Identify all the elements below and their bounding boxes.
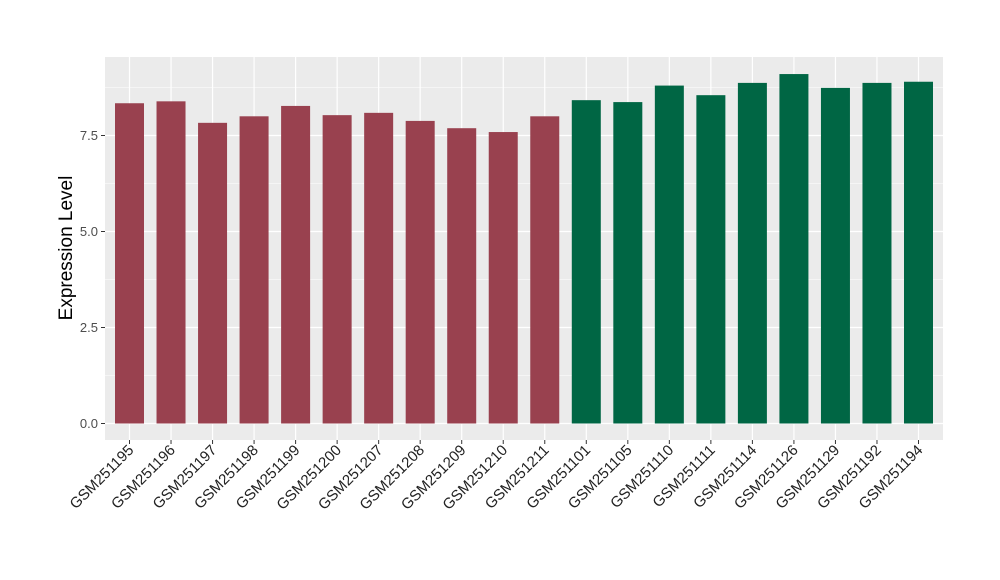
bar-GSM251208	[405, 120, 435, 424]
bar-GSM251129	[820, 87, 850, 424]
bars	[115, 74, 933, 424]
bar-GSM251200	[322, 115, 352, 424]
y-axis: 0.0 2.5 5.0 7.5	[80, 128, 105, 431]
bar-GSM251110	[654, 85, 684, 424]
bar-GSM251210	[488, 132, 518, 424]
bar-GSM251101	[571, 100, 601, 424]
bar-GSM251199	[281, 105, 311, 424]
y-tick-label: 0.0	[80, 416, 98, 431]
bar-GSM251194	[904, 81, 933, 424]
bar-GSM251105	[613, 102, 643, 424]
x-axis: GSM251195GSM251196GSM251197GSM251198GSM2…	[67, 440, 926, 513]
bar-GSM251114	[737, 82, 767, 424]
bar-GSM251126	[779, 74, 809, 424]
bar-GSM251195	[115, 103, 144, 424]
bar-GSM251198	[239, 116, 269, 424]
y-tick-label: 2.5	[80, 320, 98, 335]
bar-GSM251111	[696, 95, 726, 424]
y-tick-label: 7.5	[80, 128, 98, 143]
bar-GSM251211	[530, 116, 560, 424]
y-axis-title: Expression Level	[56, 176, 77, 321]
bar-GSM251196	[156, 101, 186, 424]
bar-GSM251197	[198, 122, 228, 424]
bar-GSM251192	[862, 82, 892, 424]
bar-GSM251207	[364, 112, 394, 424]
bar-GSM251209	[447, 128, 477, 424]
plot-panel	[105, 57, 943, 440]
y-tick-label: 5.0	[80, 224, 98, 239]
